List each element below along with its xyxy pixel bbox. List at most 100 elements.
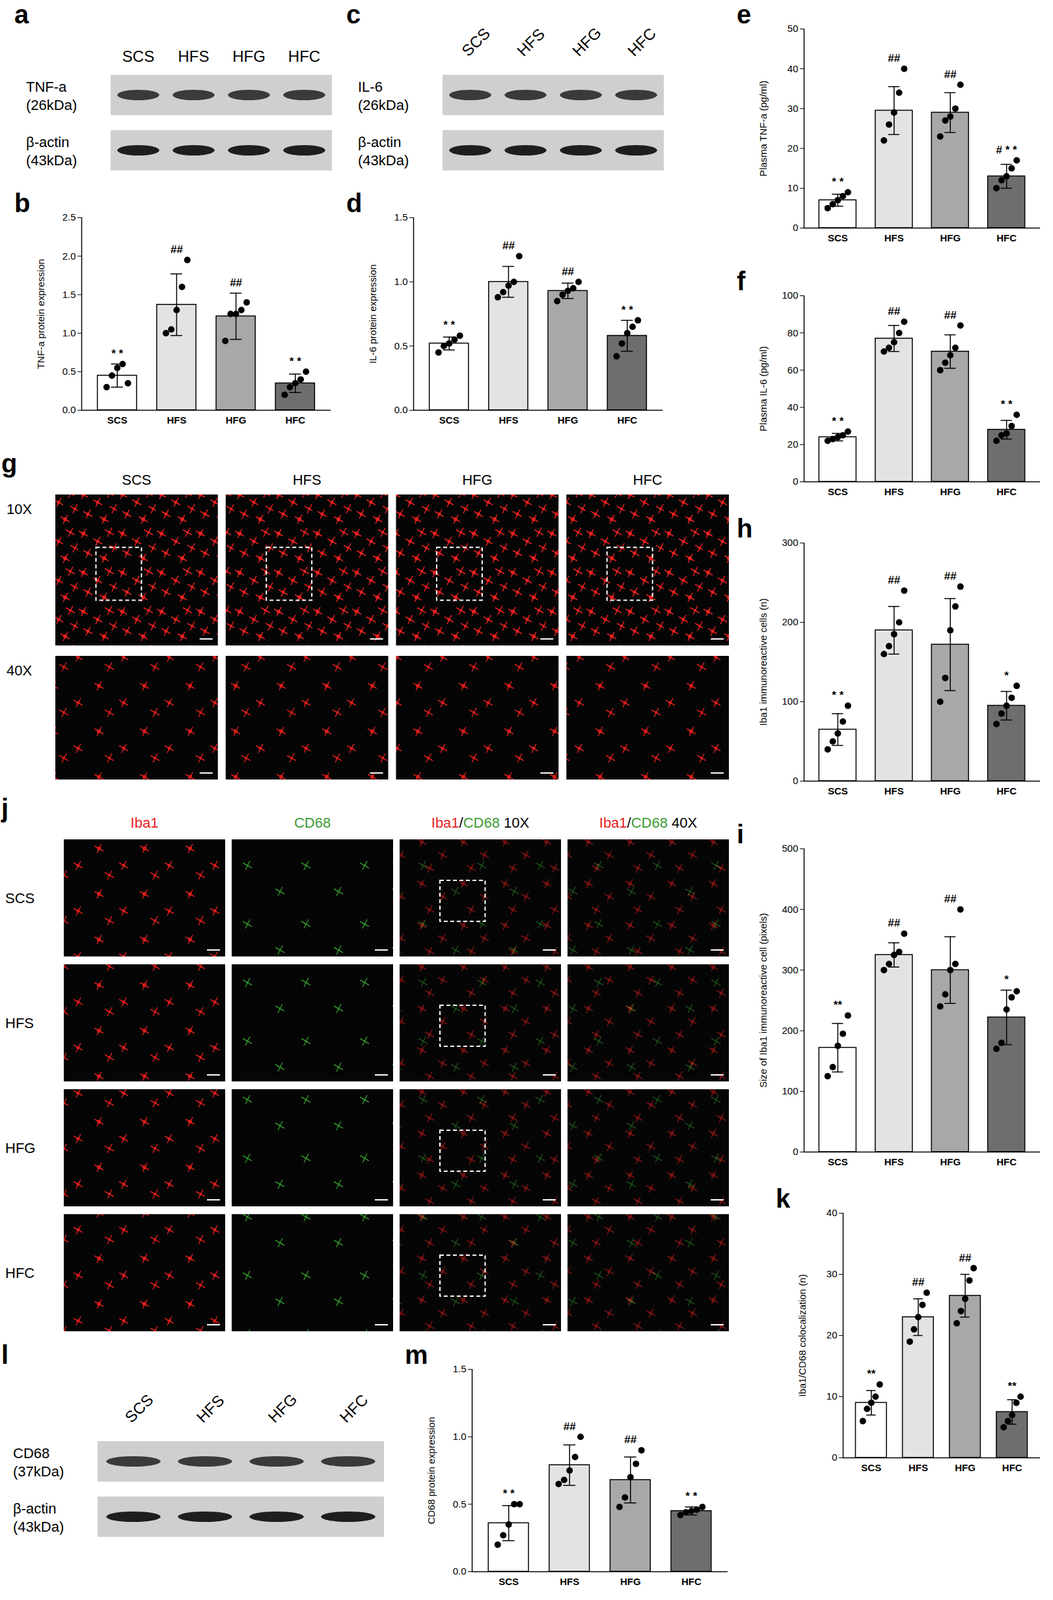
svg-text:HFS: HFS	[884, 486, 904, 498]
svg-text:HFS: HFS	[559, 1576, 580, 1588]
svg-text:HFC: HFC	[996, 1156, 1017, 1168]
svg-text:Size of Iba1 immunoreactive ce: Size of Iba1 immunoreactive cell (pixels…	[757, 913, 769, 1088]
svg-text:Plasma IL-6 (pg/ml): Plasma IL-6 (pg/ml)	[757, 346, 769, 432]
svg-text:HFC: HFC	[681, 1576, 702, 1588]
svg-text:**: **	[833, 998, 843, 1012]
svg-text:HFC: HFC	[288, 47, 321, 66]
svg-text:* *: * *	[111, 347, 124, 360]
svg-text:Iba1/CD68 10X: Iba1/CD68 10X	[431, 814, 530, 832]
svg-text:HFC: HFC	[633, 471, 663, 489]
svg-text:HFS: HFS	[178, 47, 210, 66]
svg-text:100: 100	[781, 289, 798, 301]
svg-text:HFC: HFC	[624, 24, 660, 60]
svg-text:##: ##	[229, 276, 243, 289]
svg-text:##: ##	[911, 1276, 925, 1289]
svg-text:40: 40	[826, 1207, 838, 1219]
svg-text:TNF-a: TNF-a	[26, 78, 68, 96]
svg-text:HFG: HFG	[462, 471, 493, 489]
svg-text:IL-6: IL-6	[357, 78, 383, 96]
svg-text:##: ##	[887, 52, 901, 65]
svg-text:0: 0	[792, 221, 798, 233]
svg-text:##: ##	[502, 239, 515, 252]
svg-text:400: 400	[781, 903, 798, 916]
svg-text:20: 20	[787, 438, 799, 450]
svg-text:CD68 protein expression: CD68 protein expression	[425, 1416, 437, 1525]
svg-text:* *: * *	[503, 1487, 515, 1501]
svg-text:60: 60	[787, 364, 799, 376]
svg-text:40X: 40X	[6, 662, 32, 679]
svg-text:HFS: HFS	[498, 414, 519, 426]
svg-text:1.0: 1.0	[62, 327, 77, 339]
svg-text:200: 200	[781, 616, 798, 628]
svg-text:HFC: HFC	[336, 1390, 372, 1426]
svg-text:200: 200	[781, 1025, 798, 1037]
svg-text:1.0: 1.0	[394, 275, 409, 288]
svg-text:Iba1/CD68 colocalization (n): Iba1/CD68 colocalization (n)	[796, 1274, 808, 1397]
svg-text:* *: * *	[443, 318, 455, 332]
svg-text:β-actin: β-actin	[357, 134, 401, 151]
svg-text:##: ##	[887, 574, 901, 587]
svg-text:2.5: 2.5	[62, 211, 77, 223]
svg-text:SCS: SCS	[458, 24, 494, 60]
svg-text:HFG: HFG	[264, 1390, 301, 1427]
svg-text:IL-6 protein expression: IL-6 protein expression	[367, 264, 379, 364]
svg-text:0: 0	[792, 475, 798, 487]
svg-text:0.5: 0.5	[62, 365, 77, 377]
svg-text:HFG: HFG	[939, 486, 961, 498]
svg-text:**: **	[1008, 1380, 1018, 1393]
svg-text:0.5: 0.5	[452, 1498, 467, 1510]
svg-text:β-actin: β-actin	[13, 1500, 56, 1518]
svg-text:HFG: HFG	[939, 232, 961, 244]
svg-text:HFC: HFC	[5, 1265, 35, 1282]
svg-text:##: ##	[887, 916, 901, 930]
svg-text:(43kDa): (43kDa)	[357, 152, 409, 169]
svg-text:SCS: SCS	[498, 1576, 519, 1588]
svg-text:10: 10	[787, 182, 799, 194]
svg-text:20: 20	[787, 142, 799, 154]
svg-text:##: ##	[944, 309, 957, 322]
svg-text:SCS: SCS	[121, 1390, 157, 1426]
svg-text:300: 300	[781, 536, 798, 548]
svg-text:* *: * *	[685, 1490, 698, 1503]
svg-text:100: 100	[781, 1085, 798, 1097]
svg-text:20: 20	[826, 1329, 838, 1341]
svg-text:HFS: HFS	[193, 1391, 228, 1426]
svg-text:HFS: HFS	[884, 232, 904, 244]
svg-text:HFG: HFG	[568, 24, 605, 60]
svg-text:SCS: SCS	[107, 414, 128, 426]
svg-text:HFS: HFS	[292, 471, 322, 489]
svg-text:HFG: HFG	[225, 414, 247, 426]
svg-text:1.5: 1.5	[394, 211, 409, 223]
svg-text:10X: 10X	[6, 501, 32, 518]
svg-text:HFC: HFC	[996, 232, 1017, 244]
svg-text:TNF-a protein expression: TNF-a protein expression	[35, 259, 47, 370]
svg-text:HFC: HFC	[285, 414, 306, 426]
svg-text:HFG: HFG	[232, 47, 266, 66]
svg-text:300: 300	[781, 964, 798, 976]
svg-text:HFG: HFG	[939, 785, 961, 797]
svg-text:* *: * *	[289, 355, 302, 368]
svg-text:500: 500	[781, 842, 798, 854]
svg-text:SCS: SCS	[827, 785, 848, 797]
svg-text:CD68: CD68	[294, 814, 331, 832]
svg-text:CD68: CD68	[13, 1445, 50, 1462]
svg-text:SCS: SCS	[861, 1462, 882, 1474]
svg-text:80: 80	[787, 327, 799, 339]
svg-text:HFC: HFC	[996, 486, 1017, 498]
svg-text:30: 30	[826, 1268, 838, 1280]
svg-text:HFS: HFS	[884, 785, 904, 797]
svg-text:##: ##	[563, 1420, 576, 1434]
svg-text:50: 50	[787, 22, 799, 34]
svg-text:Iba1 immunoreactive cells (n): Iba1 immunoreactive cells (n)	[757, 598, 769, 727]
svg-text:(26kDa): (26kDa)	[26, 96, 77, 114]
svg-text:0.0: 0.0	[394, 404, 409, 416]
svg-text:HFG: HFG	[620, 1576, 642, 1588]
svg-text:HFS: HFS	[5, 1015, 34, 1032]
svg-text:##: ##	[959, 1252, 972, 1265]
svg-text:* *: * *	[831, 689, 844, 702]
svg-text:0.0: 0.0	[62, 404, 77, 416]
svg-text:(43kDa): (43kDa)	[26, 152, 77, 169]
svg-text:* *: * *	[831, 175, 844, 189]
svg-text:*: *	[1004, 669, 1009, 683]
svg-text:* *: * *	[1000, 398, 1013, 411]
